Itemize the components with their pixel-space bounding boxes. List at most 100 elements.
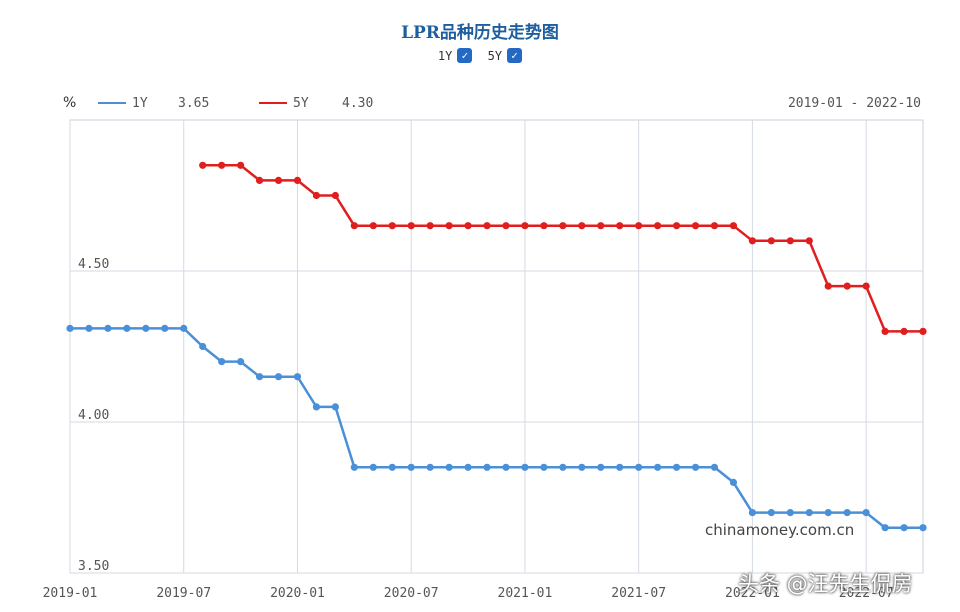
data-point[interactable] [255,373,264,381]
data-point[interactable] [919,327,927,335]
data-point[interactable] [312,191,321,200]
data-point[interactable] [142,324,150,332]
data-point[interactable] [919,524,927,532]
data-point[interactable] [635,463,643,471]
series-line-1y [70,327,923,529]
data-point[interactable] [881,524,889,532]
data-point[interactable] [578,222,586,230]
data-point[interactable] [464,463,472,471]
data-point[interactable] [729,478,738,486]
data-point[interactable] [521,222,529,230]
data-point[interactable] [445,222,453,230]
data-point[interactable] [293,176,302,184]
data-point[interactable] [407,463,415,471]
data-point[interactable] [293,373,302,381]
source-label: chinamoney.com.cn [705,521,854,539]
chart-grid [69,119,924,574]
data-point[interactable] [66,324,74,332]
data-point[interactable] [881,327,889,335]
data-point[interactable] [502,463,510,471]
data-point[interactable] [521,463,529,471]
data-point[interactable] [331,403,339,411]
data-point[interactable] [274,176,283,184]
data-point[interactable] [85,324,93,332]
data-point[interactable] [218,358,226,366]
data-point[interactable] [578,463,586,471]
y-axis-labels: 3.50 4.00 4.50 [78,257,109,574]
data-point[interactable] [274,373,283,381]
data-point[interactable] [559,463,567,471]
data-point[interactable] [862,282,870,290]
data-point[interactable] [464,222,472,230]
data-point[interactable] [843,282,851,290]
data-point[interactable] [805,237,813,245]
data-point[interactable] [312,403,321,411]
data-point[interactable] [748,237,757,245]
data-point[interactable] [350,463,358,471]
data-point[interactable] [180,324,188,332]
data-point[interactable] [710,222,719,230]
data-point[interactable] [654,222,662,230]
x-tick-label: 2021-01 [498,586,553,601]
checkbox-5y-icon[interactable]: ✓ [507,48,523,63]
toggle-5y-label: 5Y [487,48,503,63]
data-point[interactable] [502,222,510,230]
data-point[interactable] [672,463,681,471]
data-point[interactable] [824,282,832,290]
checkbox-1y-icon[interactable]: ✓ [457,48,473,63]
data-point[interactable] [237,161,245,169]
data-point[interactable] [483,463,491,471]
data-point[interactable] [786,237,794,245]
data-point[interactable] [426,463,434,471]
data-point[interactable] [597,463,605,471]
x-tick-label: 2022-01 [725,586,780,601]
data-point[interactable] [388,463,396,471]
data-point[interactable] [388,222,396,230]
data-point[interactable] [710,463,719,471]
x-tick-label: 2021-07 [611,586,666,601]
data-point[interactable] [900,327,908,335]
toggle-1y[interactable]: 1Y ✓ [437,48,473,63]
data-point[interactable] [691,222,700,230]
data-point[interactable] [691,463,700,471]
data-point[interactable] [559,222,567,230]
data-point[interactable] [123,324,131,332]
data-point[interactable] [237,358,245,366]
data-point[interactable] [255,176,264,184]
data-point[interactable] [445,463,453,471]
data-point[interactable] [767,508,775,517]
data-point[interactable] [199,161,207,169]
data-point[interactable] [616,222,624,230]
data-point[interactable] [369,463,377,471]
series-1y [66,324,927,532]
data-point[interactable] [597,222,605,230]
data-point[interactable] [218,161,226,169]
data-point[interactable] [369,222,377,230]
data-point[interactable] [104,324,112,332]
data-point[interactable] [654,463,662,471]
data-point[interactable] [426,222,434,230]
data-point[interactable] [843,508,851,517]
data-point[interactable] [805,508,813,517]
data-point[interactable] [407,222,415,230]
toggle-5y[interactable]: 5Y ✓ [487,48,523,63]
data-point[interactable] [672,222,681,230]
data-point[interactable] [729,222,738,230]
data-point[interactable] [540,463,548,471]
data-point[interactable] [786,508,794,517]
date-range: 2019-01 - 2022-10 [788,96,921,111]
data-point[interactable] [862,508,870,517]
data-point[interactable] [199,342,207,351]
data-point[interactable] [748,508,757,517]
data-point[interactable] [900,524,908,532]
data-point[interactable] [635,222,643,230]
data-point[interactable] [331,191,339,200]
toggle-1y-label: 1Y [437,48,453,63]
data-point[interactable] [483,222,491,230]
data-point[interactable] [824,508,832,517]
data-point[interactable] [350,222,358,230]
data-point[interactable] [540,222,548,230]
data-point[interactable] [161,324,169,332]
data-point[interactable] [616,463,624,471]
data-point[interactable] [767,237,775,245]
